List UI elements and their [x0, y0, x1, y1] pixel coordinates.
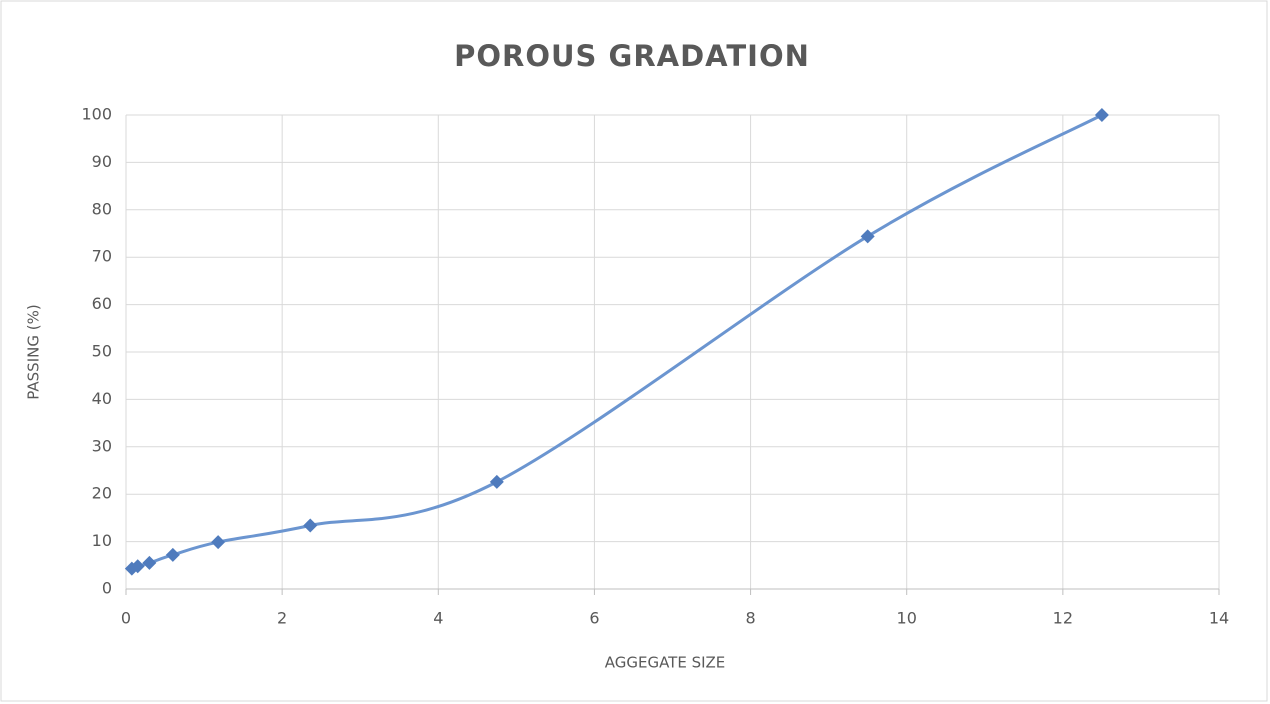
- x-tick-label: 14: [1209, 609, 1229, 628]
- data-point: [142, 555, 157, 570]
- x-axis-title: AGGEGATE SIZE: [605, 654, 726, 672]
- y-tick-label: 90: [92, 152, 112, 171]
- y-tick-label: 60: [92, 294, 112, 313]
- data-point: [303, 518, 318, 533]
- x-tick-label: 6: [589, 609, 599, 628]
- y-tick-label: 30: [92, 436, 112, 455]
- data-point: [860, 229, 875, 244]
- data-point: [489, 474, 504, 489]
- data-point: [1094, 108, 1109, 122]
- y-tick-label: 50: [92, 342, 112, 361]
- x-tick-label: 12: [1053, 609, 1073, 628]
- x-tick-label: 4: [433, 609, 443, 628]
- x-tick-label: 10: [897, 609, 917, 628]
- chart-title: POROUS GRADATION: [454, 39, 810, 73]
- y-axis-title: PASSING (%): [25, 304, 43, 399]
- data-point: [130, 559, 145, 574]
- data-point: [211, 535, 226, 550]
- x-tick-label: 2: [277, 609, 287, 628]
- y-tick-label: 80: [92, 199, 112, 218]
- y-tick-label: 0: [102, 579, 112, 598]
- y-tick-label: 40: [92, 389, 112, 408]
- y-tick-label: 10: [92, 531, 112, 550]
- y-tick-label: 70: [92, 247, 112, 266]
- x-tick-label: 0: [121, 609, 131, 628]
- x-tick-label: 8: [745, 609, 755, 628]
- y-tick-label: 20: [92, 484, 112, 503]
- data-point: [165, 547, 180, 562]
- y-tick-label: 100: [81, 105, 112, 124]
